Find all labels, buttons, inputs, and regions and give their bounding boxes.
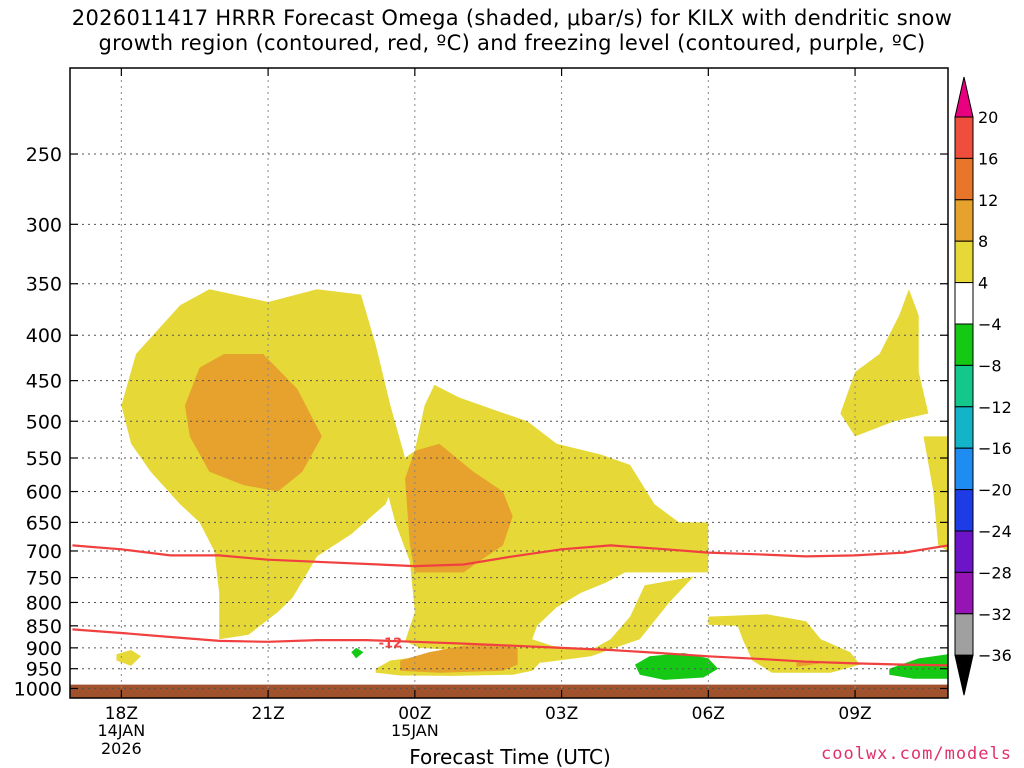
colorbar-top-arrow xyxy=(954,76,974,118)
y-tick-label-250: 250 xyxy=(26,144,62,166)
grid-lines xyxy=(70,68,948,698)
y-tick-label-750: 750 xyxy=(26,568,62,590)
x-axis-label: Forecast Time (UTC) xyxy=(409,745,611,768)
x-tick-label-21Z: 21Z xyxy=(251,704,284,724)
colorbar-band-11 xyxy=(954,571,974,615)
colorbar-label-13: −36 xyxy=(978,646,1012,665)
colorbar-band-10 xyxy=(954,530,974,573)
x-tick-label-00Z: 00Z xyxy=(398,704,431,724)
chart-title: 2026011417 HRRR Forecast Omega (shaded, … xyxy=(0,6,1024,56)
colorbar-label-6: −8 xyxy=(978,356,1002,375)
omega-region-11 xyxy=(635,653,719,680)
omega-region-6 xyxy=(923,436,948,551)
colorbar-label-4: 4 xyxy=(978,274,988,293)
colorbar-band-4 xyxy=(954,282,974,325)
plot-frame xyxy=(69,67,949,699)
colorbar-label-2: 12 xyxy=(978,191,998,210)
colorbar: 20 16 12 8 4 −4 −8 −12 −16 −20 −24 −28 −32 −36 xyxy=(954,76,1012,696)
x-tick-date-18Z: 14JAN xyxy=(97,721,145,740)
omega-region-13 xyxy=(351,647,364,659)
colorbar-label-3: 8 xyxy=(978,232,988,251)
y-tick-label-1000: 1000 xyxy=(14,678,62,700)
colorbar-label-5: −4 xyxy=(978,315,1002,334)
colorbar-label-9: −20 xyxy=(978,481,1012,500)
y-tick-label-950: 950 xyxy=(26,659,62,681)
colorbar-band-0 xyxy=(954,116,974,159)
y-tick-label-800: 800 xyxy=(26,592,62,614)
omega-region-3 xyxy=(116,650,141,666)
y-tick-label-400: 400 xyxy=(26,325,62,347)
colorbar-band-8 xyxy=(954,447,974,491)
y-tick-label-450: 450 xyxy=(26,371,62,393)
y-tick-label-900: 900 xyxy=(26,638,62,660)
x-tick-label-18Z: 18Z xyxy=(105,704,138,724)
y-tick-label-850: 850 xyxy=(26,616,62,638)
colorbar-label-12: −32 xyxy=(978,605,1012,624)
omega-region-9 xyxy=(400,643,518,673)
omega-region-5 xyxy=(840,289,929,437)
y-axis-ticks: 2503003504004505005506006507007508008509… xyxy=(14,144,948,700)
omega-region-8 xyxy=(405,443,513,573)
ground-surface xyxy=(70,684,948,698)
x-tick-label-09Z: 09Z xyxy=(838,704,871,724)
y-tick-label-650: 650 xyxy=(26,512,62,534)
colorbar-label-8: −16 xyxy=(978,439,1012,458)
ground-mask xyxy=(70,684,948,698)
colorbar-band-6 xyxy=(954,364,974,408)
colorbar-band-12 xyxy=(954,613,974,656)
chart-title-line-2: growth region (contoured, red, ºC) and f… xyxy=(98,31,926,55)
x-tick-label-03Z: 03Z xyxy=(545,704,578,724)
credit-text: coolwx.com/models xyxy=(821,744,1012,764)
x-tick-date-00Z: 15JAN xyxy=(391,721,439,740)
x-tick-year-18Z: 2026 xyxy=(101,739,142,758)
colorbar-bottom-arrow xyxy=(954,654,974,696)
y-tick-label-700: 700 xyxy=(26,541,62,563)
x-tick-label-06Z: 06Z xyxy=(692,704,725,724)
contour-line-0 xyxy=(72,544,949,568)
contour-label: -12 xyxy=(379,636,403,651)
colorbar-band-7 xyxy=(954,406,974,449)
colorbar-band-3 xyxy=(954,240,974,284)
colorbar-band-2 xyxy=(954,199,974,242)
omega-region-12 xyxy=(889,654,948,679)
y-tick-label-500: 500 xyxy=(26,411,62,433)
omega-shading xyxy=(116,289,948,680)
chart-title-line-1: 2026011417 HRRR Forecast Omega (shaded, … xyxy=(71,6,953,30)
colorbar-label-10: −24 xyxy=(978,522,1012,541)
y-tick-label-300: 300 xyxy=(26,214,62,236)
colorbar-band-1 xyxy=(954,157,974,201)
omega-region-1 xyxy=(385,384,709,663)
y-tick-label-550: 550 xyxy=(26,448,62,470)
colorbar-band-9 xyxy=(954,489,974,532)
colorbar-band-5 xyxy=(954,323,974,366)
contour-lines: -12 xyxy=(72,544,949,667)
y-tick-label-350: 350 xyxy=(26,274,62,296)
y-tick-label-600: 600 xyxy=(26,482,62,504)
colorbar-label-0: 20 xyxy=(978,108,998,127)
contour-line-1 xyxy=(72,628,949,667)
omega-region-4 xyxy=(708,614,860,673)
colorbar-label-1: 16 xyxy=(978,149,998,168)
colorbar-label-11: −28 xyxy=(978,563,1012,582)
omega-region-7 xyxy=(184,354,322,492)
colorbar-label-7: −12 xyxy=(978,398,1012,417)
